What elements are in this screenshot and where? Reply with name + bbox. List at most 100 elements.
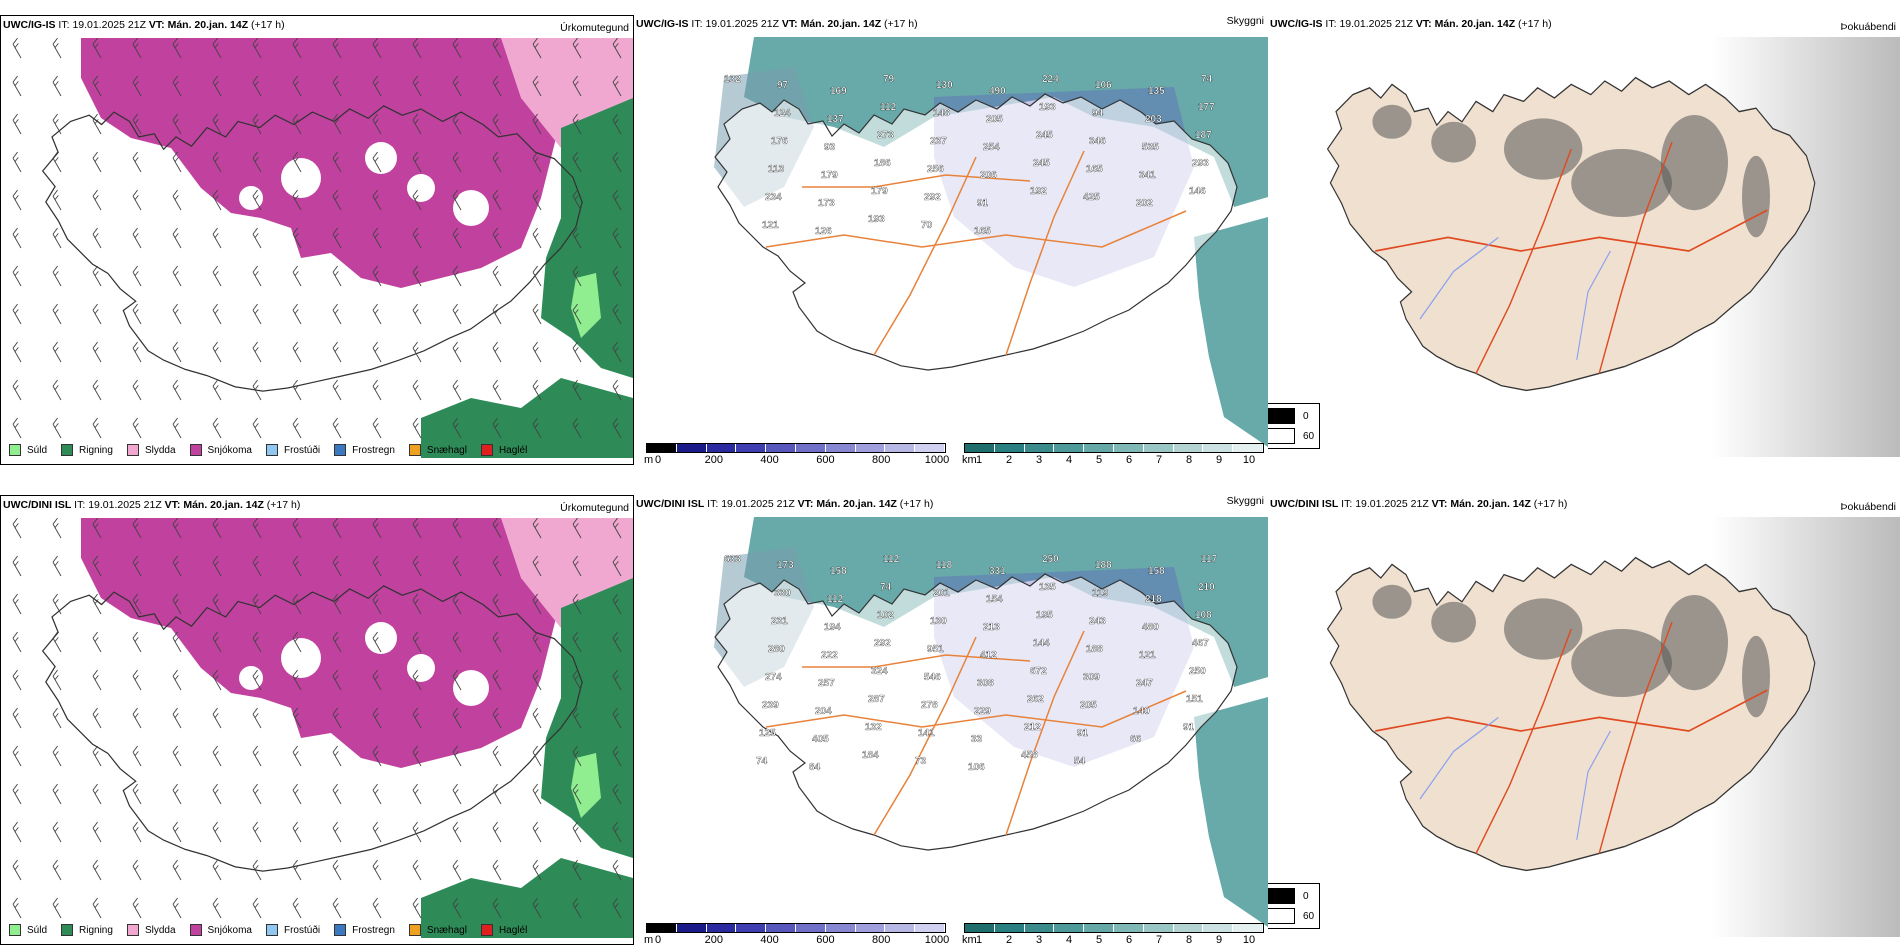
wind-barb-flag	[212, 151, 218, 159]
wind-barb	[492, 265, 502, 287]
wind-barb-flag	[94, 713, 99, 718]
wind-barb-flag	[574, 637, 579, 642]
wind-barb-flag	[252, 379, 258, 387]
wind-barb-flag	[254, 385, 259, 390]
precip-legend: Súld Rigning Slydda Snjókoma Frostúði Frostre…	[9, 444, 541, 456]
clear-patch	[365, 142, 397, 174]
wind-barb-staff	[12, 789, 22, 805]
wind-barb-flag	[52, 745, 58, 753]
wind-barb	[532, 745, 542, 767]
wind-barb	[52, 379, 62, 401]
wind-barb-staff	[332, 827, 342, 843]
wind-barb	[532, 821, 542, 843]
cloud-base-label: 54	[1074, 756, 1086, 767]
wind-barb-flag	[292, 341, 298, 349]
wind-barb	[412, 379, 422, 401]
wind-barb-staff	[252, 523, 262, 539]
vt-label: VT:	[781, 18, 798, 30]
wind-barb-flag	[572, 417, 578, 425]
cloud-base-label: 203	[1145, 114, 1162, 125]
wind-barb	[372, 38, 382, 59]
wind-barb-staff	[172, 903, 182, 919]
wind-barb	[252, 113, 262, 135]
wind-barb	[492, 669, 502, 691]
wind-barb-flag	[612, 821, 618, 829]
wind-barb-flag	[334, 119, 339, 124]
wind-barb-flag	[534, 523, 539, 528]
cloud-base-label: 140	[1133, 706, 1150, 717]
cloud-base-label: 154	[986, 594, 1003, 605]
wind-barb-staff	[132, 347, 142, 363]
wind-barb	[332, 821, 342, 843]
cloud-base-label: 274	[765, 672, 782, 683]
wind-barb-flag	[14, 81, 19, 86]
wind-barb-flag	[454, 675, 459, 680]
wind-barb	[372, 75, 382, 97]
wind-barb-staff	[532, 233, 542, 249]
colorbar-tick-label: 2	[1005, 934, 1013, 945]
wind-barb	[332, 631, 342, 653]
colorbar-segment	[1084, 924, 1114, 932]
wind-barb-flag	[534, 309, 539, 314]
wind-barb-flag	[614, 675, 619, 680]
wind-barb	[332, 593, 342, 615]
colorbar-segment	[885, 444, 916, 452]
wind-barb	[532, 417, 542, 439]
wind-barb-flag	[294, 599, 299, 604]
wind-barb-flag	[132, 341, 138, 349]
wind-barb-staff	[612, 675, 622, 691]
wind-barb-flag	[332, 113, 338, 121]
wind-barb-flag	[52, 38, 58, 45]
wind-barb-flag	[52, 379, 58, 387]
wind-barb-flag	[54, 347, 59, 352]
wind-barb-flag	[14, 675, 19, 680]
wind-barb	[132, 265, 142, 287]
wind-barb-staff	[412, 865, 422, 881]
wind-barb-flag	[252, 303, 258, 311]
model-name: UWC/DINI ISL	[1270, 498, 1339, 510]
iceland-coastline	[714, 93, 1238, 371]
cloud-base-label: 126	[815, 226, 832, 237]
wind-barb	[492, 38, 502, 59]
clear-patch	[365, 622, 397, 654]
wind-barb-staff	[372, 827, 382, 843]
cloud-base-label: 201	[933, 588, 950, 599]
fog-index-panel: UWC/IG-IS IT: 19.01.2025 21Z VT: Mán. 20…	[1268, 15, 1900, 465]
colorbar-segment	[1203, 444, 1234, 452]
wind-barb-staff	[172, 789, 182, 805]
wind-barb-flag	[614, 903, 619, 908]
wind-barb-flag	[614, 271, 619, 276]
fog-key-row: 0	[1268, 888, 1314, 904]
fog-intensity-patch	[1742, 635, 1770, 718]
wind-barb	[92, 897, 102, 919]
wind-barb-flag	[492, 707, 498, 715]
wind-barb-staff	[12, 43, 22, 59]
wind-barb-flag	[492, 821, 498, 829]
wind-barb	[492, 75, 502, 97]
wind-barb	[132, 303, 142, 325]
wind-barb-flag	[292, 379, 298, 387]
wind-barb-flag	[214, 81, 219, 86]
wind-barb	[92, 555, 102, 577]
wind-barb	[52, 75, 62, 97]
wind-barb	[412, 227, 422, 249]
wind-barb-staff	[12, 751, 22, 767]
wind-barb-flag	[54, 789, 59, 794]
wind-barb	[172, 38, 182, 59]
wind-barb-flag	[534, 637, 539, 642]
colorbar-unit: m	[644, 934, 654, 945]
wind-barb	[252, 379, 262, 401]
colorbar-segment	[965, 444, 995, 452]
iceland-outline-group	[1326, 76, 1816, 392]
wind-barb-flag	[452, 518, 458, 525]
wind-barb-flag	[134, 233, 139, 238]
wind-barb-staff	[92, 43, 102, 59]
wind-barb-flag	[334, 523, 339, 528]
wind-barb-flag	[134, 309, 139, 314]
wind-barb-flag	[132, 189, 138, 197]
colorbar-tick-label: 10	[1242, 934, 1256, 945]
wind-barb-flag	[294, 385, 299, 390]
panel-title: Úrkomutegund	[560, 22, 629, 34]
wind-barb	[372, 821, 382, 843]
wind-barb	[412, 189, 422, 211]
